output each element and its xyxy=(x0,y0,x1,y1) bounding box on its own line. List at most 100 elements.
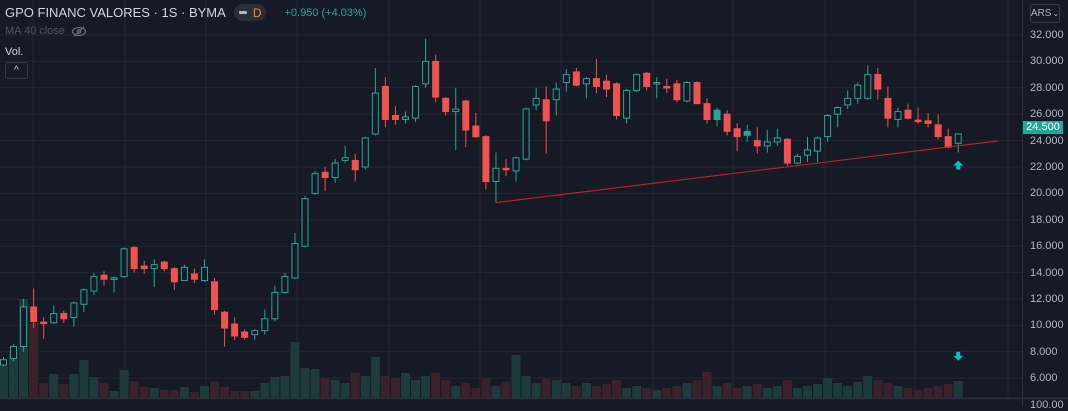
volume-bar xyxy=(240,391,250,398)
candles xyxy=(0,38,962,367)
volume-bar xyxy=(672,386,682,398)
volume-bar xyxy=(340,383,350,398)
volume-bar xyxy=(481,378,491,398)
candle-down xyxy=(442,97,450,113)
candle-down xyxy=(663,85,671,89)
candle-up xyxy=(150,264,158,270)
volume-pane-axis-label: 100.00 xyxy=(1030,399,1064,411)
volume-bar xyxy=(823,378,833,398)
candle-up xyxy=(281,276,289,293)
candle-up xyxy=(824,115,832,138)
volume-bar xyxy=(712,386,722,398)
volume-bar xyxy=(179,387,189,398)
candle-down xyxy=(723,113,731,132)
candle-up xyxy=(894,111,902,120)
ma-indicator-legend[interactable]: MA 40 close xyxy=(5,25,87,37)
volume-bar xyxy=(431,373,441,398)
candle-down xyxy=(502,167,510,171)
price-axis-label: 10.000 xyxy=(1030,319,1064,332)
volume-bar xyxy=(441,380,451,398)
candle-up xyxy=(864,74,872,99)
trendline xyxy=(495,140,998,204)
candle-up xyxy=(402,116,409,120)
volume-bar xyxy=(290,342,300,398)
price-axis-label: 22.000 xyxy=(1030,161,1064,173)
candle-up xyxy=(50,313,58,324)
volume-bar xyxy=(501,382,511,398)
candle-up xyxy=(793,155,801,164)
price-axis-label: 20.000 xyxy=(1030,187,1064,200)
candle-up xyxy=(633,74,641,91)
candle-down xyxy=(211,281,219,311)
volume-bar xyxy=(310,369,320,398)
price-axis-label: 28.000 xyxy=(1030,81,1064,94)
candle-down xyxy=(904,109,912,119)
candle-down xyxy=(884,97,892,119)
volume-bar xyxy=(923,388,933,398)
volume-bar xyxy=(300,368,310,398)
candle-down xyxy=(472,125,480,138)
volume-bar xyxy=(843,386,853,398)
candle-up xyxy=(301,198,309,247)
market-status-badge[interactable]: D xyxy=(233,4,267,21)
volume-bar xyxy=(732,388,742,398)
candle-down xyxy=(170,268,178,283)
volume-bar xyxy=(682,383,692,398)
price-axis-label: 32.000 xyxy=(1030,29,1064,41)
volume-bar xyxy=(109,391,119,398)
volume-bar xyxy=(139,387,149,398)
volume-bar xyxy=(903,388,913,398)
volume-bar xyxy=(652,390,662,398)
volume-bar xyxy=(421,376,431,398)
volume-bar xyxy=(772,386,782,398)
volume-bar xyxy=(89,377,99,398)
candle-up xyxy=(120,248,128,278)
candle-up xyxy=(834,107,842,115)
candle-up xyxy=(341,157,349,161)
volume-bar xyxy=(390,378,400,398)
volume-bar xyxy=(380,376,390,398)
candle-down xyxy=(130,247,138,270)
volume-legend[interactable]: Vol. xyxy=(5,46,24,58)
volume-bar xyxy=(511,355,521,398)
candle-up xyxy=(532,97,540,106)
collapse-legend-button[interactable]: ^ xyxy=(5,62,28,79)
volume-bar xyxy=(210,382,220,398)
volume-bar xyxy=(461,383,471,398)
eye-off-icon[interactable] xyxy=(71,25,87,37)
volume-bar xyxy=(39,383,49,398)
candle-up xyxy=(623,89,631,119)
volume-bar xyxy=(129,381,139,398)
volume-bar xyxy=(330,380,340,398)
down-arrow-icon xyxy=(953,351,964,361)
currency-dropdown[interactable]: ARS ⌄ xyxy=(1030,4,1060,23)
volume-bar xyxy=(79,360,89,398)
candle-down xyxy=(321,171,329,179)
candle-down xyxy=(391,115,399,120)
candle-down xyxy=(783,138,791,164)
volume-bar xyxy=(622,388,632,398)
candle-down xyxy=(542,99,550,122)
candle-up xyxy=(954,133,962,144)
price-axis-label: 24.000 xyxy=(1030,134,1064,147)
candle-down xyxy=(914,119,922,123)
volume-bar xyxy=(762,388,772,398)
candle-down xyxy=(221,311,229,329)
symbol-title[interactable]: GPO FINANC VALORES · 1S · BYMA xyxy=(5,5,226,20)
candle-down xyxy=(190,273,198,280)
volume-bar xyxy=(602,384,611,398)
candle-down xyxy=(231,323,239,337)
volume-bar xyxy=(260,383,270,398)
candle-down xyxy=(753,140,761,147)
volume-bar xyxy=(350,373,360,398)
candle-up xyxy=(0,359,7,366)
candle-down xyxy=(140,265,148,270)
price-axis-label: 26.000 xyxy=(1030,108,1064,121)
overlays xyxy=(495,140,998,361)
candle-down xyxy=(482,136,490,183)
last-price-label: 24.500 xyxy=(1023,121,1063,134)
volume-bar xyxy=(169,390,179,398)
up-arrow-icon xyxy=(953,160,964,170)
candle-up xyxy=(512,157,520,172)
